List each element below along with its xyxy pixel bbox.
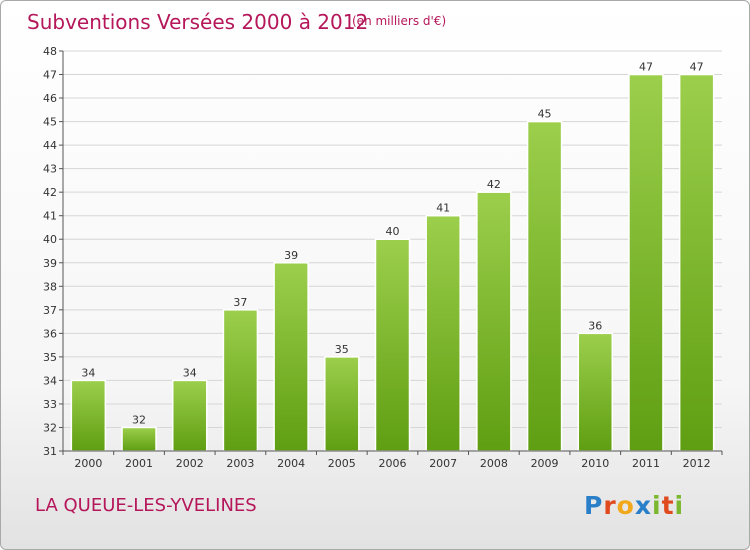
y-tick-label: 47	[43, 69, 57, 82]
value-label-2002: 34	[183, 366, 197, 379]
x-tick-label-2012: 2012	[683, 457, 711, 470]
x-tick-label-2005: 2005	[328, 457, 356, 470]
y-tick-label: 41	[43, 210, 57, 223]
y-tick-label: 46	[43, 92, 57, 105]
x-tick-label-2006: 2006	[379, 457, 407, 470]
value-label-2009: 45	[538, 108, 552, 121]
y-tick-label: 33	[43, 398, 57, 411]
proxiti-logo: Proxiti	[584, 491, 684, 520]
x-tick-label-2000: 2000	[74, 457, 102, 470]
y-tick-label: 37	[43, 304, 57, 317]
logo-letter: i	[652, 491, 662, 520]
y-tick-label: 38	[43, 280, 57, 293]
bar-2003	[222, 309, 259, 452]
y-tick-label: 44	[43, 139, 57, 152]
bar-2009	[526, 120, 563, 452]
y-tick-label: 48	[43, 45, 57, 58]
labels: 31 32 33 34 35 36 37 38 39 40 41 42 43 44 45 46 47 48 34 20…	[43, 45, 711, 470]
value-label-2007: 41	[436, 202, 450, 215]
y-tick-label: 42	[43, 186, 57, 199]
y-tick-label: 39	[43, 257, 57, 270]
x-tick-label-2008: 2008	[480, 457, 508, 470]
x-tick-label-2011: 2011	[632, 457, 660, 470]
x-tick-label-2010: 2010	[581, 457, 609, 470]
y-tick-label: 35	[43, 351, 57, 364]
bar-2012	[678, 73, 715, 452]
logo-letter: i	[674, 491, 685, 520]
x-tick-label-2002: 2002	[176, 457, 204, 470]
logo-letter: r	[603, 491, 617, 520]
y-tick-label: 43	[43, 163, 57, 176]
chart-title: Subventions Versées 2000 à 2012	[27, 10, 369, 34]
bar-2000	[70, 379, 107, 452]
value-label-2008: 42	[487, 178, 501, 191]
y-tick-label: 45	[43, 116, 57, 129]
value-label-2001: 32	[132, 413, 146, 426]
bar-2005	[324, 356, 360, 452]
y-tick-label: 36	[43, 327, 57, 340]
value-label-2010: 36	[588, 319, 602, 332]
x-tick-label-2009: 2009	[531, 457, 559, 470]
bar-2006	[374, 238, 411, 452]
y-tick-label: 40	[43, 233, 57, 246]
bar-2002	[171, 379, 208, 452]
value-label-2004: 39	[284, 249, 298, 262]
bar-2004	[273, 262, 309, 452]
bar-2011	[628, 73, 664, 452]
value-label-2005: 35	[335, 343, 349, 356]
logo-letter: x	[634, 491, 652, 520]
y-tick-label: 31	[43, 445, 57, 458]
x-tick-label-2003: 2003	[226, 457, 254, 470]
commune-name: LA QUEUE-LES-YVELINES	[35, 495, 257, 516]
chart-subtitle: (en milliers d'€)	[352, 14, 447, 28]
x-tick-label-2004: 2004	[277, 457, 305, 470]
bar-2001	[121, 426, 157, 452]
x-tick-label-2007: 2007	[429, 457, 457, 470]
value-label-2011: 47	[639, 61, 653, 74]
value-label-2006: 40	[386, 225, 400, 238]
y-tick-label: 34	[43, 374, 57, 387]
bar-2008	[476, 191, 512, 452]
logo-letter: o	[616, 491, 635, 520]
value-label-2003: 37	[233, 296, 247, 309]
y-tick-label: 32	[43, 421, 57, 434]
bar-2010	[577, 332, 614, 452]
value-label-2012: 47	[690, 61, 704, 74]
x-tick-label-2001: 2001	[125, 457, 153, 470]
logo-letter: P	[584, 491, 604, 520]
value-label-2000: 34	[81, 366, 95, 379]
bar-2007	[425, 214, 461, 452]
axes	[59, 50, 723, 455]
logo-letter: t	[661, 491, 675, 520]
